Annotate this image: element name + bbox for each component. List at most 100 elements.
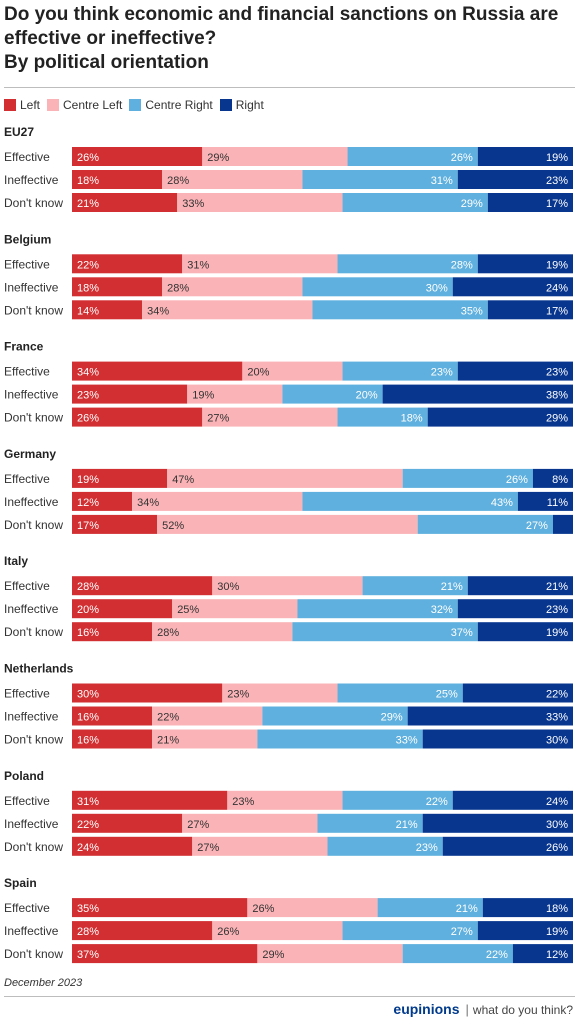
row-label-belgium-ineffective: Ineffective [4, 280, 59, 294]
bar-eu27-ineffective-centre-left [162, 170, 303, 189]
bar-eu27-effective-centre-right [347, 147, 478, 166]
data-label-poland-ineffective-centre-right: 21% [396, 819, 418, 831]
bar-poland-don-t-know-left [72, 836, 193, 856]
data-label-poland-effective-right: 24% [546, 796, 568, 808]
bar-italy-effective-centre-left [212, 576, 363, 596]
data-label-italy-don-t-know-centre-left: 28% [157, 627, 179, 639]
data-label-poland-effective-centre-left: 23% [232, 796, 254, 808]
row-label-germany-effective: Effective [4, 472, 50, 486]
stacked-bar-chart: EU27 Effective 26% 29% 26% 19% Ineffective 18% 2… [4, 125, 573, 964]
data-label-france-effective-centre-right: 23% [431, 367, 453, 379]
bar-belgium-don-t-know-right [487, 300, 573, 320]
row-label-france-effective: Effective [4, 365, 50, 379]
data-label-eu27-don-t-know-left: 21% [77, 198, 99, 210]
data-label-germany-effective-centre-right: 26% [506, 474, 528, 486]
bar-france-effective-right [457, 361, 573, 381]
data-label-spain-ineffective-centre-left: 26% [217, 926, 239, 938]
bar-germany-ineffective-centre-left [132, 491, 303, 511]
legend-label-right: Right [235, 98, 264, 112]
bar-belgium-effective-centre-right [337, 254, 478, 274]
bar-netherlands-ineffective-right [407, 706, 573, 726]
data-label-spain-ineffective-right: 19% [546, 926, 568, 938]
bar-germany-effective-right [532, 468, 573, 488]
bar-france-ineffective-centre-left [187, 384, 283, 404]
bar-spain-effective-left [72, 898, 248, 918]
data-label-germany-don-t-know-left: 17% [77, 520, 99, 532]
legend-swatch-centre-left [47, 99, 60, 111]
bar-spain-ineffective-left [72, 921, 213, 941]
data-label-germany-ineffective-centre-left: 34% [137, 497, 159, 509]
row-label-italy-effective: Effective [4, 579, 50, 593]
bar-poland-don-t-know-centre-right [327, 836, 443, 856]
data-label-poland-don-t-know-right: 26% [546, 842, 568, 854]
data-label-belgium-ineffective-centre-right: 30% [426, 282, 448, 294]
data-label-france-effective-centre-left: 20% [247, 367, 269, 379]
row-label-belgium-effective: Effective [4, 257, 50, 271]
bar-eu27-effective-right [477, 147, 573, 166]
row-label-spain-don-t-know: Don't know [4, 947, 63, 961]
data-label-germany-effective-left: 19% [77, 474, 99, 486]
data-label-netherlands-ineffective-left: 16% [77, 712, 99, 724]
bar-netherlands-effective-left [72, 683, 223, 703]
data-label-france-ineffective-centre-left: 19% [192, 390, 214, 402]
bar-belgium-ineffective-right [452, 277, 573, 297]
data-label-italy-don-t-know-left: 16% [77, 627, 99, 639]
title-line-2: effective or ineffective? [4, 28, 217, 49]
bar-germany-effective-centre-left [167, 468, 403, 488]
data-label-belgium-effective-centre-right: 28% [451, 259, 473, 271]
row-label-eu27-ineffective: Ineffective [4, 173, 59, 187]
bar-netherlands-ineffective-centre-left [152, 706, 263, 726]
row-label-spain-ineffective: Ineffective [4, 924, 59, 938]
data-label-netherlands-don-t-know-left: 16% [77, 735, 99, 747]
bar-france-don-t-know-centre-right [337, 407, 428, 427]
bar-france-don-t-know-left [72, 407, 203, 427]
bar-poland-effective-right [452, 790, 573, 810]
bar-netherlands-don-t-know-left [72, 729, 153, 749]
data-label-spain-effective-centre-left: 26% [252, 903, 274, 915]
data-label-italy-don-t-know-centre-right: 37% [451, 627, 473, 639]
bar-poland-ineffective-centre-right [317, 813, 423, 833]
row-label-eu27-effective: Effective [4, 150, 50, 164]
bar-germany-don-t-know-centre-right [417, 514, 553, 534]
bar-poland-ineffective-centre-left [182, 813, 318, 833]
legend-label-left: Left [20, 98, 41, 112]
legend-swatch-right [219, 99, 232, 111]
data-label-netherlands-effective-left: 30% [77, 689, 99, 701]
row-label-eu27-don-t-know: Don't know [4, 196, 63, 210]
bar-netherlands-effective-centre-right [337, 683, 463, 703]
row-label-poland-effective: Effective [4, 794, 50, 808]
bar-belgium-ineffective-centre-left [162, 277, 303, 297]
data-label-eu27-effective-left: 26% [77, 152, 99, 164]
group-label-germany: Germany [4, 447, 56, 461]
legend-label-centre-right: Centre Right [145, 98, 213, 112]
bar-poland-don-t-know-centre-left [192, 836, 328, 856]
data-label-poland-ineffective-centre-left: 27% [187, 819, 209, 831]
top-divider [4, 87, 575, 88]
bar-italy-don-t-know-centre-left [152, 622, 293, 642]
group-label-eu27: EU27 [4, 125, 34, 139]
bar-belgium-don-t-know-centre-left [142, 300, 313, 320]
date-note: December 2023 [4, 977, 83, 989]
data-label-spain-don-t-know-left: 37% [77, 949, 99, 961]
data-label-italy-don-t-know-right: 19% [546, 627, 568, 639]
title-line-3: By political orientation [4, 52, 209, 73]
bar-spain-effective-right [482, 898, 573, 918]
bar-belgium-ineffective-centre-right [302, 277, 453, 297]
legend-swatch-left [4, 99, 16, 111]
bar-spain-don-t-know-left [72, 944, 258, 964]
data-label-italy-effective-right: 21% [546, 581, 568, 593]
bar-netherlands-ineffective-left [72, 706, 153, 726]
bar-france-ineffective-centre-right [282, 384, 383, 404]
group-label-spain: Spain [4, 876, 37, 890]
data-label-germany-ineffective-left: 12% [77, 497, 99, 509]
bar-belgium-effective-right [477, 254, 573, 274]
data-label-spain-effective-left: 35% [77, 903, 99, 915]
bar-italy-effective-centre-right [362, 576, 468, 596]
data-label-netherlands-effective-centre-right: 25% [436, 689, 458, 701]
group-label-france: France [4, 340, 44, 354]
data-label-italy-effective-centre-left: 30% [217, 581, 239, 593]
row-label-netherlands-ineffective: Ineffective [4, 710, 59, 724]
row-label-netherlands-don-t-know: Don't know [4, 733, 63, 747]
legend-item-left: Left [4, 98, 40, 112]
chart-title: Do you think economic and financial sanc… [4, 3, 576, 75]
